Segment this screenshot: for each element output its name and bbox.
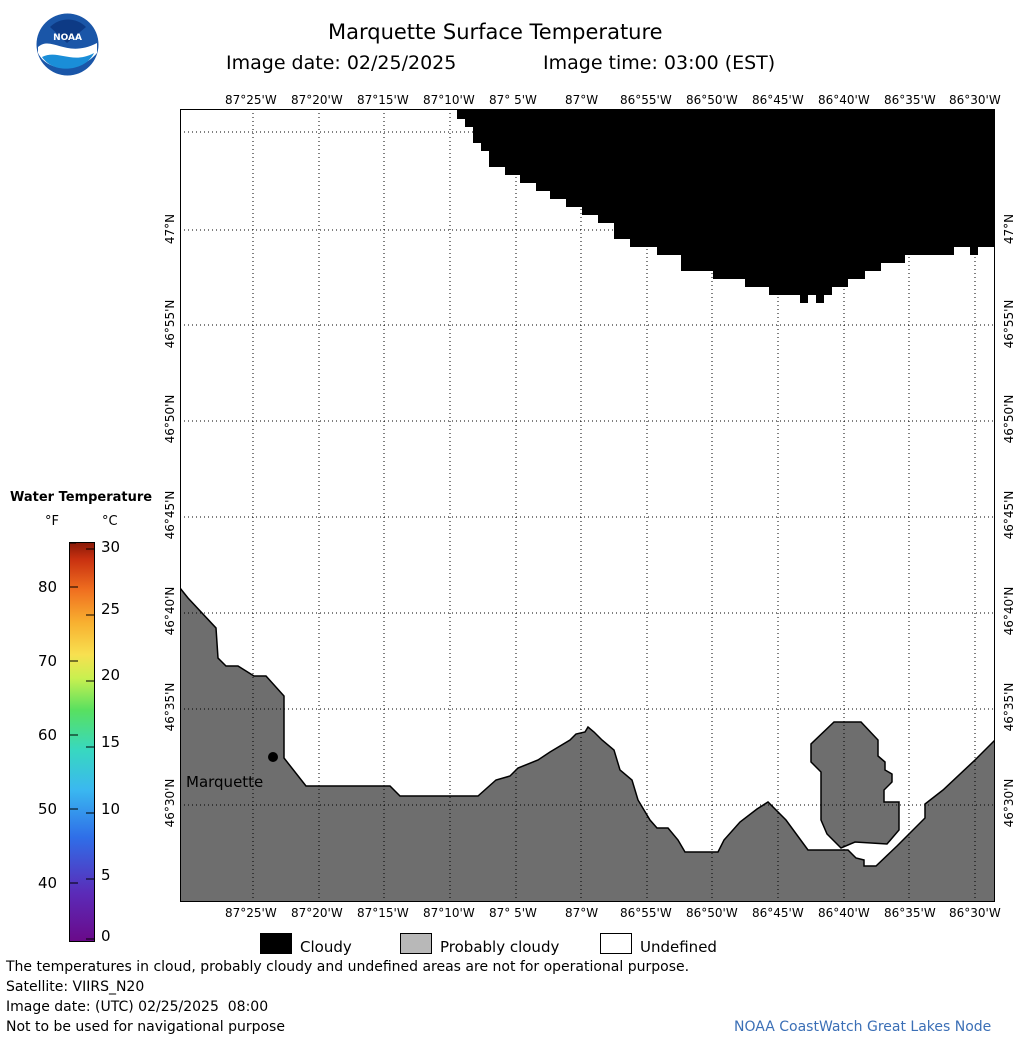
- lat-tick: 46°55'N: [1002, 299, 1016, 349]
- page-title: Marquette Surface Temperature: [328, 20, 663, 44]
- cloud-area: [457, 109, 995, 303]
- colorbar-f-tick: 60: [38, 726, 58, 744]
- lon-tick: 87°10'W: [423, 906, 475, 920]
- lon-tick: 87°15'W: [357, 93, 409, 107]
- lon-tick: 86°55'W: [620, 93, 672, 107]
- colorbar-c-tick: 20: [101, 666, 121, 684]
- credit-link[interactable]: NOAA CoastWatch Great Lakes Node: [734, 1019, 992, 1035]
- lon-tick: 86°30'W: [949, 93, 1001, 107]
- lon-tick: 87°25'W: [225, 93, 277, 107]
- noaa-logo-text: NOAA: [53, 33, 82, 43]
- lon-tick: 87°10'W: [423, 93, 475, 107]
- lat-tick: 46°35'N: [1002, 682, 1016, 732]
- image-time: Image time: 03:00 (EST): [543, 52, 776, 74]
- lon-tick: 87°25'W: [225, 906, 277, 920]
- colorbar-unit-f: °F: [45, 514, 59, 529]
- lon-tick: 86°40'W: [818, 93, 870, 107]
- lon-tick: 86°50'W: [686, 93, 738, 107]
- lon-tick: 87° 5'W: [489, 93, 537, 107]
- satellite-info: Satellite: VIIRS_N20: [6, 979, 145, 995]
- land-area: [180, 586, 995, 902]
- lon-tick: 86°50'W: [686, 906, 738, 920]
- lat-tick: 46°55'N: [163, 299, 177, 349]
- lon-tick: 86°35'W: [884, 93, 936, 107]
- lon-tick: 87° 5'W: [489, 906, 537, 920]
- colorbar-c-tick: 25: [101, 600, 121, 618]
- lon-tick: 87°W: [565, 906, 599, 920]
- nav-warning: Not to be used for navigational purpose: [6, 1019, 285, 1035]
- colorbar-f-tick: 80: [38, 578, 58, 596]
- graticule: [180, 109, 995, 902]
- lon-tick: 87°15'W: [357, 906, 409, 920]
- lat-tick: 46°50'N: [1002, 394, 1016, 444]
- colorbar: [69, 542, 95, 942]
- lat-tick: 46°30'N: [163, 778, 177, 828]
- lon-tick: 86°55'W: [620, 906, 672, 920]
- colorbar-title: Water Temperature: [10, 490, 153, 505]
- city-label: Marquette: [186, 773, 264, 791]
- lat-tick: 46°40'N: [163, 586, 177, 636]
- map-canvas: [180, 109, 995, 902]
- colorbar-f-tick: 40: [38, 874, 58, 892]
- lon-tick: 87°W: [565, 93, 599, 107]
- lat-tick: 46°50'N: [163, 394, 177, 444]
- lat-tick: 46°35'N: [163, 682, 177, 732]
- lon-tick: 86°30'W: [949, 906, 1001, 920]
- colorbar-unit-c: °C: [102, 514, 118, 529]
- colorbar-c-tick: 10: [101, 800, 121, 818]
- lat-tick: 46°30'N: [1002, 778, 1016, 828]
- lon-tick: 87°20'W: [291, 906, 343, 920]
- colorbar-c-tick: 5: [101, 866, 111, 884]
- legend-swatch-probably-cloudy: [400, 933, 432, 954]
- city-marker: [268, 752, 278, 762]
- colorbar-c-tick: 0: [101, 927, 111, 945]
- lon-tick: 87°20'W: [291, 93, 343, 107]
- disclaimer: The temperatures in cloud, probably clou…: [6, 959, 690, 975]
- legend-label-undefined: Undefined: [640, 938, 717, 956]
- lat-tick: 46°45'N: [163, 490, 177, 540]
- lon-tick: 86°40'W: [818, 906, 870, 920]
- lat-tick: 46°45'N: [1002, 490, 1016, 540]
- lat-tick: 47°N: [1002, 213, 1016, 245]
- legend-swatch-undefined: [600, 933, 632, 954]
- utc-date: Image date: (UTC) 02/25/2025 08:00: [6, 999, 269, 1015]
- lon-tick: 86°45'W: [752, 906, 804, 920]
- colorbar-f-tick: 70: [38, 652, 58, 670]
- colorbar-c-tick: 30: [101, 538, 121, 556]
- legend-swatch-cloudy: [260, 933, 292, 954]
- map-frame: [180, 109, 995, 902]
- image-date: Image date: 02/25/2025: [226, 52, 457, 74]
- lon-tick: 86°45'W: [752, 93, 804, 107]
- colorbar-f-tick: 50: [38, 800, 58, 818]
- colorbar-c-tick: 15: [101, 733, 121, 751]
- lat-tick: 47°N: [163, 213, 177, 245]
- island: [810, 721, 900, 849]
- legend-label-cloudy: Cloudy: [300, 938, 352, 956]
- lon-tick: 86°35'W: [884, 906, 936, 920]
- lat-tick: 46°40'N: [1002, 586, 1016, 636]
- noaa-logo: NOAA: [36, 13, 99, 76]
- legend-label-probably-cloudy: Probably cloudy: [440, 938, 560, 956]
